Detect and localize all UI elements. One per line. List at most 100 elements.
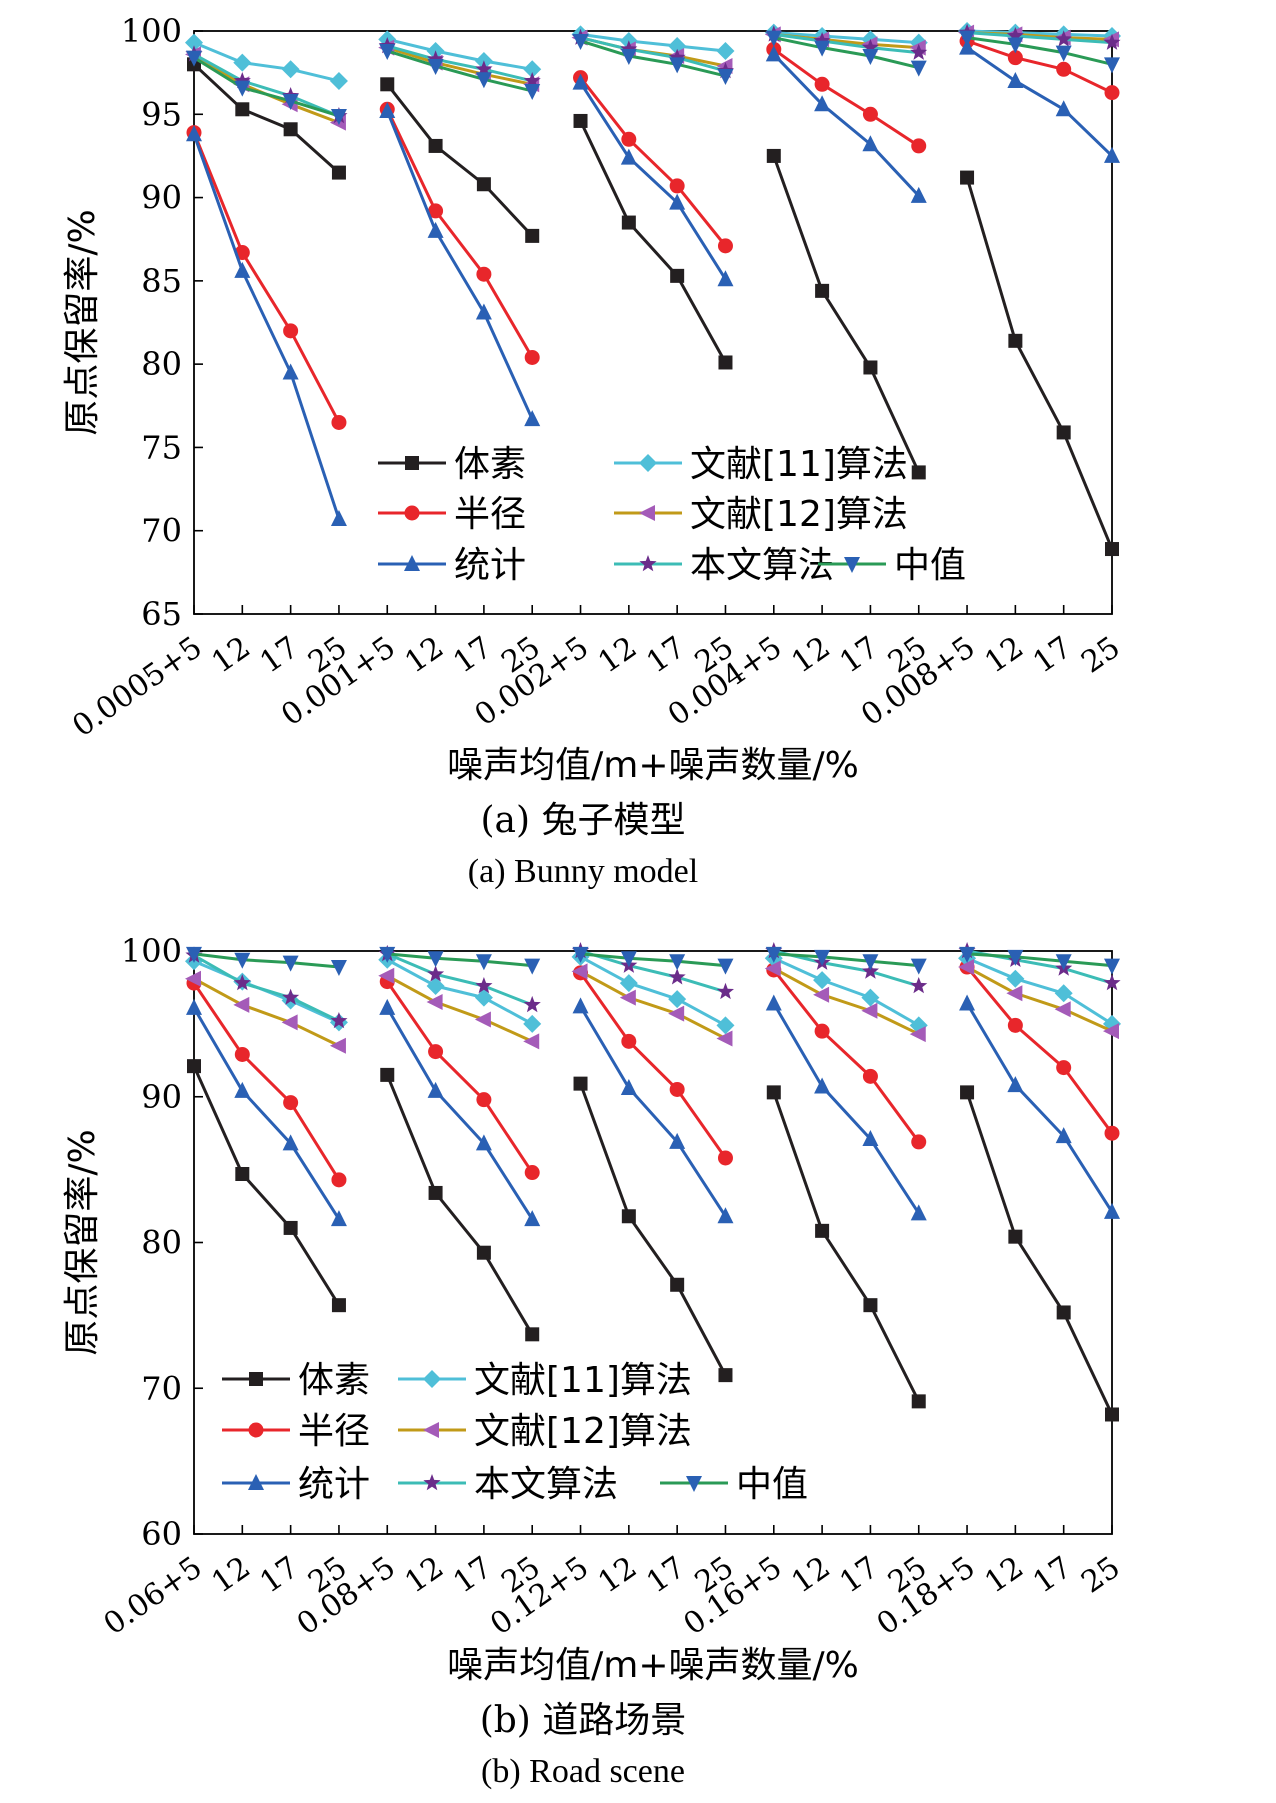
- series-line: [385, 108, 534, 359]
- data-point: [330, 1012, 348, 1029]
- data-point: [716, 1030, 733, 1047]
- data-point: [1007, 71, 1024, 88]
- data-point: [669, 193, 686, 210]
- data-point: [185, 33, 203, 52]
- legend-marker: [844, 557, 860, 573]
- data-point: [283, 323, 299, 339]
- data-point: [283, 1095, 299, 1111]
- series-line: [772, 969, 920, 1143]
- data-point: [476, 177, 491, 192]
- caption-en: (a) Bunny model: [468, 853, 698, 890]
- data-point: [620, 951, 637, 968]
- data-point: [861, 962, 879, 979]
- y-tick-label: 95: [141, 95, 182, 133]
- data-point: [185, 970, 201, 987]
- series-line: [192, 63, 340, 174]
- series-line: [772, 155, 921, 474]
- caption-en: (b) Road scene: [481, 1753, 685, 1790]
- legend-label: 本文算法: [474, 1464, 618, 1505]
- data-point: [1056, 425, 1071, 440]
- series-line: [579, 120, 727, 364]
- data-point: [911, 1134, 927, 1150]
- data-point: [910, 977, 928, 994]
- series-line: [966, 31, 1113, 45]
- data-point: [717, 958, 734, 975]
- data-point: [861, 1002, 878, 1019]
- data-point: [1104, 57, 1120, 74]
- legend-item: 文献[12]算法: [398, 1411, 692, 1452]
- data-point: [426, 976, 445, 995]
- data-point: [524, 1210, 541, 1227]
- data-point: [572, 997, 589, 1014]
- y-tick-label: 75: [141, 428, 182, 466]
- series-line: [386, 37, 533, 71]
- series-line: [192, 1065, 341, 1306]
- series-line: [772, 1091, 921, 1403]
- data-point: [717, 68, 734, 85]
- data-point: [573, 1076, 588, 1091]
- data-point: [862, 106, 878, 122]
- series-line: [965, 1091, 1114, 1416]
- data-point: [524, 410, 541, 427]
- legend-marker: [423, 1422, 439, 1438]
- caption-cn: (b) 道路场景: [480, 1700, 687, 1741]
- data-point: [1007, 1076, 1024, 1093]
- series-line: [580, 949, 726, 994]
- data-point: [329, 71, 348, 90]
- data-point: [523, 995, 541, 1013]
- data-point: [911, 1394, 926, 1409]
- series-line: [579, 1083, 727, 1376]
- series-line: [966, 39, 1113, 94]
- data-point: [573, 113, 588, 128]
- data-point: [1007, 50, 1023, 66]
- data-point: [1104, 146, 1120, 163]
- data-point: [572, 946, 589, 963]
- series-line: [965, 1002, 1114, 1213]
- data-point: [1104, 958, 1120, 975]
- legend-label: 统计: [298, 1464, 370, 1505]
- data-point: [186, 50, 202, 67]
- series-line: [386, 958, 533, 1026]
- data-point: [282, 1134, 299, 1151]
- series-line: [386, 952, 533, 1007]
- data-point: [427, 58, 444, 75]
- data-point: [862, 135, 879, 152]
- data-point: [233, 974, 251, 991]
- data-point: [814, 95, 831, 112]
- data-point: [814, 40, 831, 57]
- data-point: [475, 60, 493, 77]
- data-point: [813, 32, 831, 49]
- series-line: [773, 952, 919, 968]
- data-point: [716, 41, 735, 60]
- data-point: [668, 48, 686, 65]
- data-point: [186, 998, 202, 1015]
- series-line: [580, 39, 726, 78]
- data-point: [476, 1245, 491, 1260]
- y-tick-label: 100: [121, 12, 182, 50]
- data-point: [668, 990, 687, 1009]
- data-point: [571, 963, 588, 980]
- data-point: [716, 1016, 735, 1035]
- data-point: [475, 1134, 492, 1151]
- data-point: [427, 1081, 444, 1098]
- series-line: [773, 31, 919, 45]
- series-line: [386, 49, 533, 93]
- data-point: [716, 982, 734, 1000]
- data-point: [863, 1298, 878, 1313]
- data-point: [959, 30, 976, 47]
- data-point: [1054, 984, 1073, 1003]
- data-point: [282, 363, 299, 380]
- y-tick-label: 70: [141, 1369, 182, 1407]
- data-point: [813, 986, 830, 1003]
- series-line: [579, 955, 727, 1027]
- data-point: [1056, 1305, 1071, 1320]
- data-point: [329, 1037, 346, 1054]
- data-point: [427, 965, 445, 982]
- data-point: [426, 994, 443, 1011]
- data-point: [911, 138, 927, 154]
- data-point: [525, 228, 540, 243]
- data-point: [1055, 30, 1073, 47]
- legend-label: 文献[12]算法: [474, 1411, 692, 1452]
